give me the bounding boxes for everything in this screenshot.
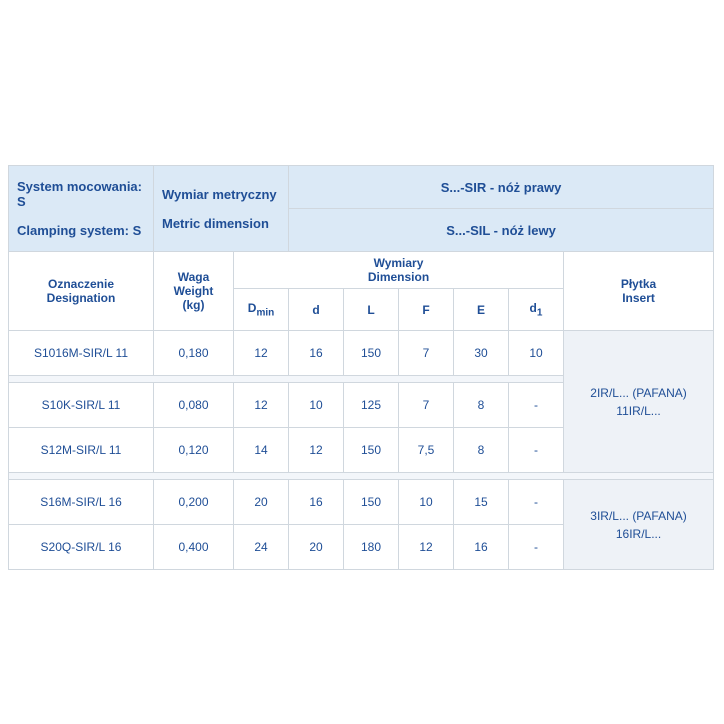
weight-label: Weight — [155, 284, 232, 298]
system-mocowania-label: System mocowania: S — [17, 179, 149, 209]
wymiar-metryczny-label: Wymiar metryczny — [162, 187, 284, 202]
col-d1: d1 — [509, 289, 564, 331]
cell-kg: 0,200 — [154, 480, 234, 525]
cell-d: 20 — [289, 525, 344, 570]
header-row-1: System mocowania: S Clamping system: S W… — [9, 166, 714, 209]
cell-L: 125 — [344, 383, 399, 428]
cell-d1: - — [509, 480, 564, 525]
cell-F: 7 — [399, 331, 454, 376]
plytka-label: Płytka — [565, 277, 712, 291]
spec-table: System mocowania: S Clamping system: S W… — [8, 165, 714, 570]
metric-dimension-label: Metric dimension — [162, 216, 284, 231]
cell-L: 150 — [344, 331, 399, 376]
wymiary-label: Wymiary — [235, 256, 562, 270]
cell-kg: 0,120 — [154, 428, 234, 473]
cell-d1: - — [509, 525, 564, 570]
col-L: L — [344, 289, 399, 331]
table-row: S16M-SIR/L 16 0,200 20 16 150 10 15 - 3I… — [9, 480, 714, 525]
cell-kg: 0,180 — [154, 331, 234, 376]
gap-row — [9, 473, 714, 480]
cell-name: S10K-SIR/L 11 — [9, 383, 154, 428]
cell-d1: 10 — [509, 331, 564, 376]
cell-d: 12 — [289, 428, 344, 473]
clamping-system-label: Clamping system: S — [17, 223, 149, 238]
table-row: S1016M-SIR/L 11 0,180 12 16 150 7 30 10 … — [9, 331, 714, 376]
col-Dmin: Dmin — [234, 289, 289, 331]
col-F: F — [399, 289, 454, 331]
col-d: d — [289, 289, 344, 331]
cell-d: 10 — [289, 383, 344, 428]
designation-label: Designation — [10, 291, 152, 305]
cell-d1: - — [509, 428, 564, 473]
cell-name: S20Q-SIR/L 16 — [9, 525, 154, 570]
cell-name: S16M-SIR/L 16 — [9, 480, 154, 525]
cell-kg: 0,400 — [154, 525, 234, 570]
cell-Dmin: 24 — [234, 525, 289, 570]
cell-E: 8 — [454, 383, 509, 428]
cell-F: 12 — [399, 525, 454, 570]
cell-L: 180 — [344, 525, 399, 570]
cell-d1: - — [509, 383, 564, 428]
insert-group-1: 2IR/L... (PAFANA) 11IR/L... — [564, 331, 714, 473]
cell-E: 16 — [454, 525, 509, 570]
col-E: E — [454, 289, 509, 331]
cell-d: 16 — [289, 480, 344, 525]
insert-group-2: 3IR/L... (PAFANA) 16IR/L... — [564, 480, 714, 570]
note-sil: S...-SIL - nóż lewy — [446, 223, 556, 238]
cell-Dmin: 12 — [234, 383, 289, 428]
cell-L: 150 — [344, 480, 399, 525]
cell-name: S12M-SIR/L 11 — [9, 428, 154, 473]
cell-E: 15 — [454, 480, 509, 525]
cell-d: 16 — [289, 331, 344, 376]
cell-Dmin: 14 — [234, 428, 289, 473]
kg-label: (kg) — [155, 298, 232, 312]
cell-E: 30 — [454, 331, 509, 376]
cell-E: 8 — [454, 428, 509, 473]
cell-L: 150 — [344, 428, 399, 473]
cell-F: 10 — [399, 480, 454, 525]
note-sir: S...-SIR - nóż prawy — [441, 180, 562, 195]
cell-name: S1016M-SIR/L 11 — [9, 331, 154, 376]
dimension-label: Dimension — [235, 270, 562, 284]
subheader-row-1: Oznaczenie Designation Waga Weight (kg) … — [9, 252, 714, 289]
cell-Dmin: 12 — [234, 331, 289, 376]
waga-label: Waga — [155, 270, 232, 284]
cell-Dmin: 20 — [234, 480, 289, 525]
insert-label: Insert — [565, 291, 712, 305]
cell-F: 7,5 — [399, 428, 454, 473]
oznaczenie-label: Oznaczenie — [10, 277, 152, 291]
cell-kg: 0,080 — [154, 383, 234, 428]
cell-F: 7 — [399, 383, 454, 428]
